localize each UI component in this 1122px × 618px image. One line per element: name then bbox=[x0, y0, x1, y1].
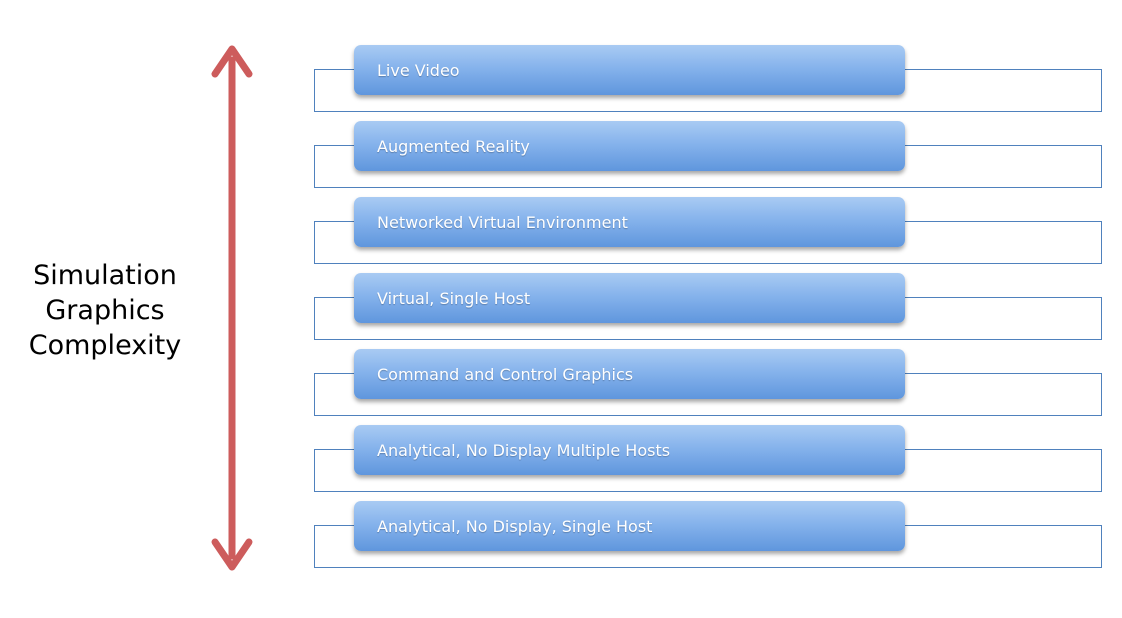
level-label: Augmented Reality bbox=[377, 136, 530, 156]
level-label: Analytical, No Display Multiple Hosts bbox=[377, 440, 671, 460]
level-label: Command and Control Graphics bbox=[377, 364, 634, 384]
level-bar: Augmented Reality bbox=[354, 121, 905, 171]
level-live-video: Live Video bbox=[314, 45, 1102, 135]
level-analytical-single-host: Analytical, No Display, Single Host bbox=[314, 501, 1102, 591]
axis-label-line-1: Simulation bbox=[33, 260, 177, 291]
level-label: Live Video bbox=[377, 60, 460, 80]
level-bar: Analytical, No Display Multiple Hosts bbox=[354, 425, 905, 475]
level-label: Networked Virtual Environment bbox=[377, 212, 628, 232]
axis-label: Simulation Graphics Complexity bbox=[10, 258, 200, 363]
level-label: Analytical, No Display, Single Host bbox=[377, 516, 653, 536]
axis-label-line-2: Graphics bbox=[45, 295, 165, 326]
level-analytical-multiple-hosts: Analytical, No Display Multiple Hosts bbox=[314, 425, 1102, 515]
level-label: Virtual, Single Host bbox=[377, 288, 531, 308]
level-bar: Command and Control Graphics bbox=[354, 349, 905, 399]
level-bar: Networked Virtual Environment bbox=[354, 197, 905, 247]
level-networked-virtual-environment: Networked Virtual Environment bbox=[314, 197, 1102, 287]
double-headed-arrow-icon bbox=[211, 45, 253, 571]
level-command-and-control-graphics: Command and Control Graphics bbox=[314, 349, 1102, 439]
level-virtual-single-host: Virtual, Single Host bbox=[314, 273, 1102, 363]
axis-label-line-3: Complexity bbox=[28, 330, 182, 361]
level-bar: Live Video bbox=[354, 45, 905, 95]
level-augmented-reality: Augmented Reality bbox=[314, 121, 1102, 211]
level-bar: Virtual, Single Host bbox=[354, 273, 905, 323]
level-bar: Analytical, No Display, Single Host bbox=[354, 501, 905, 551]
